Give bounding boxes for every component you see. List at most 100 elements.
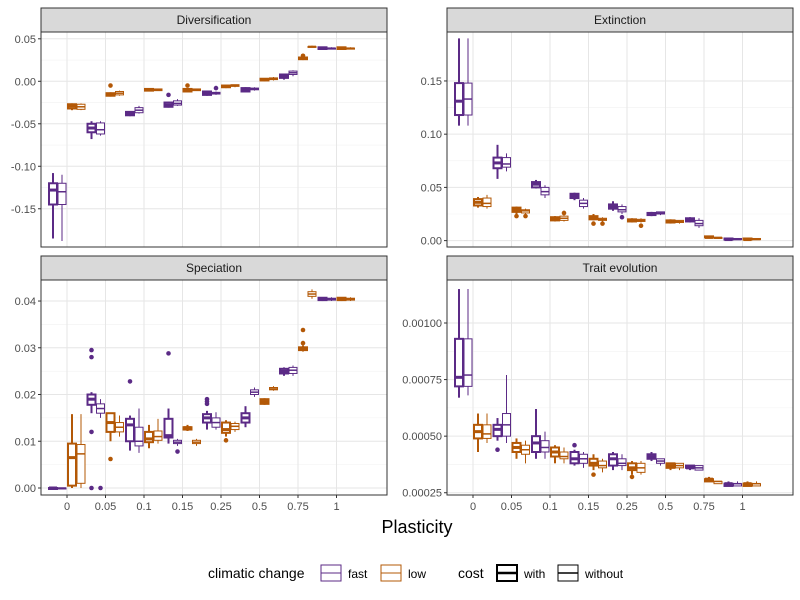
x-tick-label: 0.75 — [693, 501, 714, 513]
outlier-point — [89, 485, 94, 491]
legend-color-fast: fast — [320, 564, 368, 582]
outlier-point — [175, 449, 180, 454]
outlier-point — [523, 213, 528, 219]
box-fast-with — [492, 418, 503, 453]
legend-linetype-with: with — [496, 564, 545, 582]
box-low-with — [511, 438, 522, 459]
x-tick-label: 1 — [739, 501, 745, 513]
box-low-with — [473, 413, 483, 452]
panel-title: Diversification — [177, 13, 252, 27]
outlier-point — [619, 214, 625, 220]
box-fast-without — [173, 438, 182, 454]
y-tick-label: 0.00 — [15, 76, 36, 88]
box-fast-without — [617, 204, 627, 220]
box-fast-without — [463, 289, 473, 396]
outlier-point — [300, 53, 306, 59]
box-fast-without — [288, 365, 298, 376]
box-low-without — [346, 47, 355, 50]
box-body — [221, 421, 231, 434]
panel-2: Speciation 0.04 0.03 0.02 0.01 0.00 0 0.05 0.1 0.… — [15, 255, 388, 513]
x-tick-label: 1 — [333, 501, 339, 513]
box-fast-with — [86, 121, 97, 140]
box-body — [598, 460, 607, 469]
box-fast-with — [240, 87, 251, 93]
panel-border — [446, 279, 794, 496]
box-fast-with — [163, 92, 174, 108]
x-tick-label: 0 — [64, 501, 70, 513]
box-low-without — [76, 414, 86, 488]
box-body — [540, 440, 550, 453]
box-fast-with — [48, 173, 58, 239]
box-fast-with — [608, 201, 618, 211]
legend-linetype-label: with — [523, 567, 545, 581]
outlier-point — [591, 472, 596, 477]
panels-layer: Diversification 0.05 0.00 -0.05 -0.10 -0.15 Ex… — [11, 7, 794, 513]
box-fast-with — [240, 406, 251, 428]
box-low-with — [144, 424, 154, 449]
panel-strip — [40, 255, 388, 281]
box-fast-without — [96, 121, 105, 136]
x-tick-label: 0.75 — [287, 501, 308, 513]
legend-linetype-title: cost — [458, 565, 484, 581]
box-low-without — [76, 103, 86, 111]
box-low-with — [259, 77, 270, 82]
box-low-without — [115, 90, 124, 96]
box-fast-without — [327, 47, 336, 50]
box-low-without — [752, 481, 761, 487]
x-tick-label: 0.25 — [210, 501, 231, 513]
outlier-point — [629, 474, 635, 480]
box-low-without — [598, 458, 607, 473]
panel-strip — [446, 255, 794, 281]
box-body — [502, 157, 511, 168]
box-fast-with — [317, 46, 328, 50]
box-fast-without — [211, 412, 221, 430]
box-low-with — [298, 53, 308, 61]
box-fast-without — [502, 153, 511, 172]
panel-strip — [40, 7, 388, 33]
box-low-without — [598, 217, 607, 226]
y-tick-label: 0.00025 — [402, 488, 442, 500]
box-low-without — [482, 194, 492, 209]
legend-linetype-label: without — [584, 567, 624, 581]
box-fast-with — [569, 192, 580, 201]
y-tick-label: 0.04 — [15, 296, 36, 308]
box-low-with — [336, 46, 347, 50]
box-body — [67, 442, 77, 487]
box-low-with — [588, 454, 599, 477]
box-body — [482, 424, 492, 439]
box-low-with — [105, 83, 116, 97]
box-low-without — [713, 236, 723, 239]
outlier-point — [514, 213, 519, 219]
outlier-point — [185, 426, 190, 431]
box-fast-without — [579, 452, 588, 468]
box-fast-with — [279, 367, 289, 376]
box-low-without — [559, 447, 569, 464]
box-body — [125, 417, 135, 443]
x-tick-label: 0.1 — [136, 501, 151, 513]
y-tick-label: 0.00 — [15, 483, 36, 495]
y-tick-label: -0.10 — [11, 161, 36, 173]
box-body — [96, 122, 105, 135]
legend-color-title: climatic change — [208, 565, 305, 581]
panel-title: Trait evolution — [583, 261, 658, 275]
box-low-without — [521, 208, 530, 219]
box-low-without — [559, 210, 569, 222]
box-body — [463, 338, 473, 387]
x-tick-label: 0.5 — [252, 501, 267, 513]
box-fast-without — [250, 87, 259, 91]
panel-border — [40, 31, 388, 248]
box-low-without — [752, 237, 761, 241]
box-low-without — [307, 45, 317, 48]
x-axis-title: Plasticity — [381, 517, 452, 537]
box-fast-without — [733, 237, 742, 241]
box-low-with — [742, 237, 753, 242]
box-low-without — [675, 219, 684, 224]
box-body — [144, 430, 154, 444]
box-fast-with — [125, 379, 135, 451]
outlier-point — [213, 85, 219, 91]
box-fast-without — [96, 399, 105, 491]
box-low-with — [182, 83, 193, 93]
box-body — [617, 458, 627, 467]
box-fast-with — [317, 296, 328, 302]
